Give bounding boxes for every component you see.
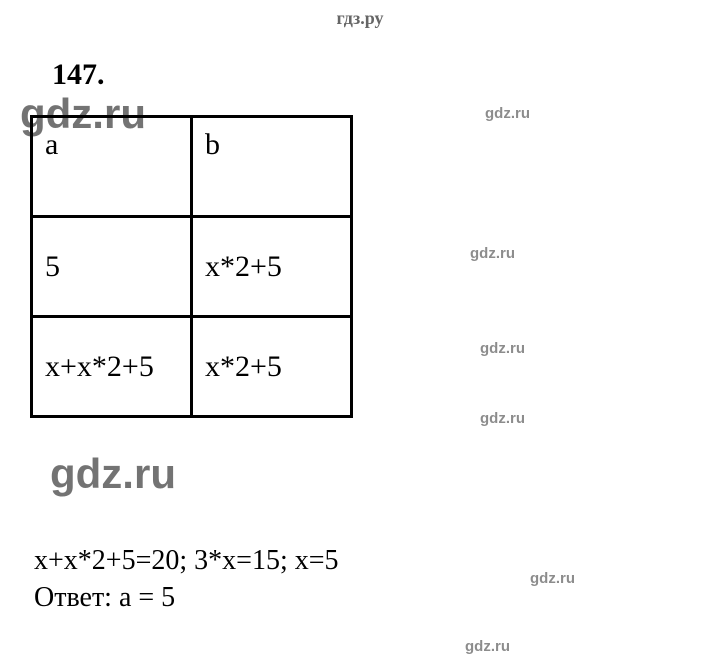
cell-a-val1: 5 — [32, 217, 192, 317]
cell-a-header: a — [32, 117, 192, 217]
cell-b-header: b — [192, 117, 352, 217]
answer-line: Ответ: a = 5 — [34, 582, 175, 614]
cell-b-val1: x*2+5 — [192, 217, 352, 317]
watermark-small: gdz.ru — [530, 570, 575, 587]
site-header: гдз.ру — [0, 0, 720, 29]
solution-table: a b 5 x*2+5 x+x*2+5 x*2+5 — [30, 115, 353, 418]
watermark-small: gdz.ru — [485, 105, 530, 122]
watermark-small: gdz.ru — [465, 638, 510, 655]
watermark-small: gdz.ru — [470, 245, 515, 262]
table-row: a b — [32, 117, 352, 217]
equation-line: x+x*2+5=20; 3*x=15; x=5 — [34, 545, 339, 577]
watermark-small: gdz.ru — [480, 340, 525, 357]
table-row: 5 x*2+5 — [32, 217, 352, 317]
problem-number: 147. — [52, 58, 105, 92]
watermark-big: gdz.ru — [50, 450, 176, 498]
cell-a-val2: x+x*2+5 — [32, 317, 192, 417]
cell-b-val2: x*2+5 — [192, 317, 352, 417]
watermark-small: gdz.ru — [480, 410, 525, 427]
table-row: x+x*2+5 x*2+5 — [32, 317, 352, 417]
